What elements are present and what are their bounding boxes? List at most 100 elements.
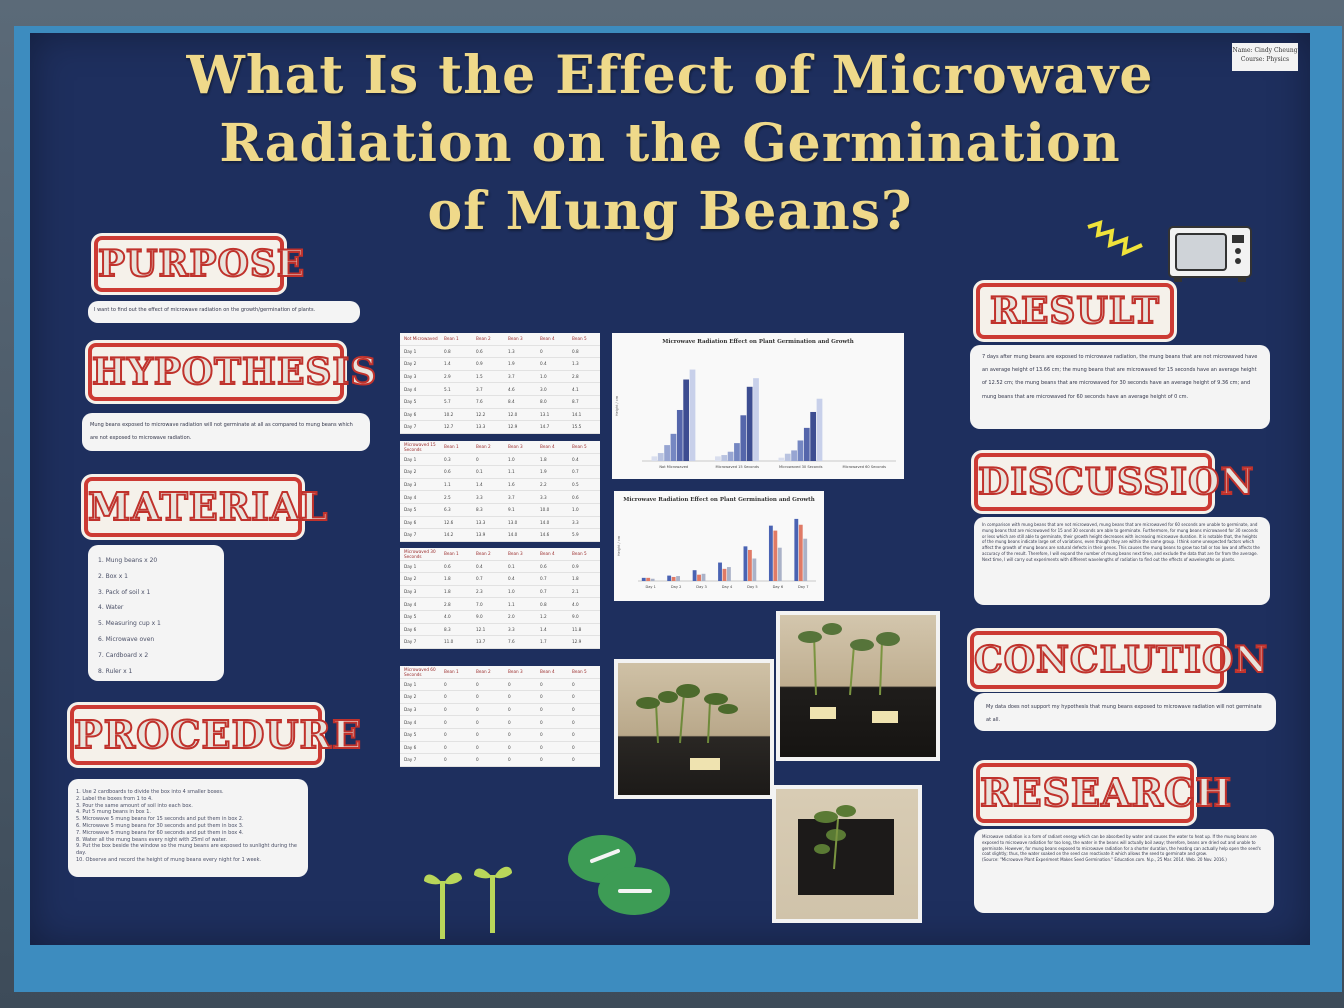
table-cell: 1.1 (504, 597, 536, 611)
table-cell: 0.4 (536, 357, 568, 371)
photo-mung-beans-3 (772, 785, 922, 923)
table-cell: 0 (536, 741, 568, 755)
table-cell: 1.6 (504, 478, 536, 492)
table-cell: 0 (568, 715, 600, 729)
table-cell: 12.6 (440, 516, 472, 530)
table-header-cell: Bean 5 (568, 441, 600, 454)
chart-bar (650, 578, 655, 581)
table-cell: 0 (536, 690, 568, 704)
table-cell: 0 (472, 753, 504, 767)
chart-bar (798, 524, 803, 581)
purpose-text: I want to find out the effect of microwa… (94, 307, 316, 313)
table-title: Not Microwaved (400, 333, 440, 346)
table-cell: 6.3 (440, 503, 472, 517)
table-cell: Day 6 (400, 741, 440, 755)
table-cell: 0 (440, 703, 472, 717)
table-cell: Day 1 (400, 453, 440, 467)
table-cell: 0 (504, 741, 536, 755)
table-cell: 0 (440, 678, 472, 692)
table-cell: 0 (440, 728, 472, 742)
table-cell: 0 (536, 753, 568, 767)
chart-bar (676, 576, 680, 581)
procedure-item: 6. Microwave 5 mung beans for 30 seconds… (76, 822, 244, 829)
table-cell: Day 5 (400, 728, 440, 742)
table-cell: 2.3 (472, 585, 504, 599)
research-card: Microwave radiation is a form of radiant… (974, 829, 1274, 913)
table-cell: 8.0 (536, 395, 568, 409)
x-tick-label: Day 6 (773, 585, 784, 589)
table-cell: Day 2 (400, 357, 440, 371)
table-cell: 13.9 (472, 528, 504, 542)
table-cell: Day 1 (400, 560, 440, 574)
table-cell: 0 (568, 753, 600, 767)
table-cell: 3.7 (504, 370, 536, 384)
table-header-cell: Bean 2 (472, 548, 504, 561)
procedure-card: 1. Use 2 cardboards to divide the box in… (68, 779, 308, 877)
table-cell: 15.5 (568, 420, 600, 434)
table-cell: 0.5 (568, 478, 600, 492)
table-cell: 0 (504, 678, 536, 692)
table-cell: Day 6 (400, 516, 440, 530)
table-title: Microwaved 60 Seconds (400, 666, 440, 679)
table-cell: Day 5 (400, 610, 440, 624)
chart-bar (740, 415, 747, 461)
chart-bar (791, 450, 797, 461)
poster-board: Name: Cindy Cheung Course: Physics What … (30, 33, 1310, 945)
procedure-item: 3. Pour the same amount of soil into eac… (76, 802, 193, 809)
table-header-cell: Bean 3 (504, 548, 536, 561)
table-title: Microwaved 30 Seconds (400, 548, 440, 561)
table-header-cell: Bean 4 (536, 333, 568, 346)
sprout-icon (424, 866, 512, 939)
table-row: Day 2 1.8 0.7 0.4 0.7 1.8 (400, 572, 600, 586)
chart-bar (797, 440, 804, 461)
table-row: Day 7 12.7 13.3 12.9 14.7 15.5 (400, 420, 600, 434)
material-item: 6. Microwave oven (98, 635, 155, 643)
table-cell: 11.8 (568, 623, 600, 637)
table-row: Day 3 2.9 1.5 3.7 1.0 2.8 (400, 370, 600, 384)
table-cell: 1.4 (440, 357, 472, 371)
table-cell: 1.8 (536, 453, 568, 467)
data-table: Not Microwaved Bean 1 Bean 2 Bean 3 Bean 4 Be… (400, 333, 600, 434)
title-line-1: What Is the Effect of Microwave (186, 45, 1154, 106)
table-cell: 2.0 (504, 610, 536, 624)
table-cell: 1.0 (536, 370, 568, 384)
table-cell: 0.6 (440, 465, 472, 479)
table-cell: 13.3 (472, 516, 504, 530)
procedure-heading: PROCEDURE (70, 705, 362, 765)
table-cell: Day 2 (400, 690, 440, 704)
table-cell: 5.7 (440, 395, 472, 409)
chart-bar (727, 567, 731, 581)
table-cell: 12.0 (504, 408, 536, 422)
table-cell: 0 (440, 690, 472, 704)
table-cell: Day 3 (400, 585, 440, 599)
table-header-cell: Bean 4 (536, 548, 568, 561)
table-cell: 0 (440, 753, 472, 767)
table-cell: Day 4 (400, 490, 440, 504)
procedure-item: 4. Put 5 mung beans in box 1. (76, 809, 151, 816)
chart-bar (803, 538, 808, 581)
table-row: Day 1 0.6 0.4 0.1 0.6 0.9 (400, 560, 600, 574)
table-cell: 0.1 (472, 465, 504, 479)
table-cell: 0 (440, 741, 472, 755)
chart-bar (671, 576, 676, 581)
table-cell: 0 (568, 741, 600, 755)
material-card: 1. Mung beans x 20 2. Box x 1 3. Pack of s… (88, 545, 224, 681)
table-cell: Day 4 (400, 715, 440, 729)
table-cell: 1.0 (504, 585, 536, 599)
procedure-item: 8. Water all the mung beans every night … (76, 836, 227, 843)
table-cell: 14.6 (536, 528, 568, 542)
table-cell: Day 7 (400, 753, 440, 767)
table-cell: Day 1 (400, 345, 440, 359)
table-cell: 1.4 (536, 623, 568, 637)
table-header-cell: Bean 4 (536, 441, 568, 454)
table-cell: 0.8 (440, 345, 472, 359)
table-cell: 1.9 (504, 357, 536, 371)
table-row: Day 6 10.2 12.2 12.0 13.1 14.1 (400, 408, 600, 422)
table-cell: 4.0 (440, 610, 472, 624)
table-row: Day 1 0.3 0 1.0 1.8 0.4 (400, 453, 600, 467)
table-row: Day 2 0.6 0.1 1.1 1.9 0.7 (400, 465, 600, 479)
